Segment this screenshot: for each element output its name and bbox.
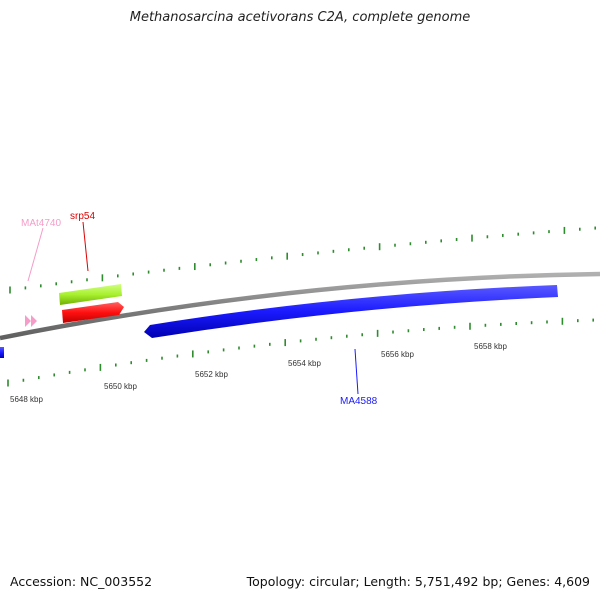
tick-label-5654: 5654 kbp — [288, 359, 321, 368]
tick-label-5650: 5650 kbp — [104, 382, 137, 391]
tick-label-5652: 5652 kbp — [195, 370, 228, 379]
gene-srp54[interactable] — [62, 302, 124, 323]
tick-label-5658: 5658 kbp — [474, 342, 507, 351]
leader-mat4740 — [27, 227, 44, 282]
label-ma4588: MA4588 — [340, 396, 378, 407]
inner-tick-track — [7, 317, 595, 387]
tick-label-5648: 5648 kbp — [10, 395, 43, 404]
label-srp54: srp54 — [70, 211, 95, 222]
gene-left-partial[interactable] — [0, 347, 4, 358]
accession-label: Accession: NC_003552 — [10, 574, 153, 589]
leader-ma4588 — [354, 348, 359, 395]
outer-tick-track — [9, 226, 597, 294]
leader-srp54 — [82, 221, 89, 272]
label-mat4740: MAt4740 — [21, 218, 61, 229]
genome-title: Methanosarcina acetivorans C2A, complete… — [129, 10, 471, 25]
gene-mat4740[interactable] — [25, 315, 37, 327]
genome-backbone — [0, 271, 600, 341]
gene-srp54-bar[interactable] — [59, 284, 122, 305]
tick-label-5656: 5656 kbp — [381, 350, 414, 359]
gene-ma4588[interactable] — [144, 285, 558, 338]
topology-label: Topology: circular; Length: 5,751,492 bp… — [246, 574, 590, 589]
